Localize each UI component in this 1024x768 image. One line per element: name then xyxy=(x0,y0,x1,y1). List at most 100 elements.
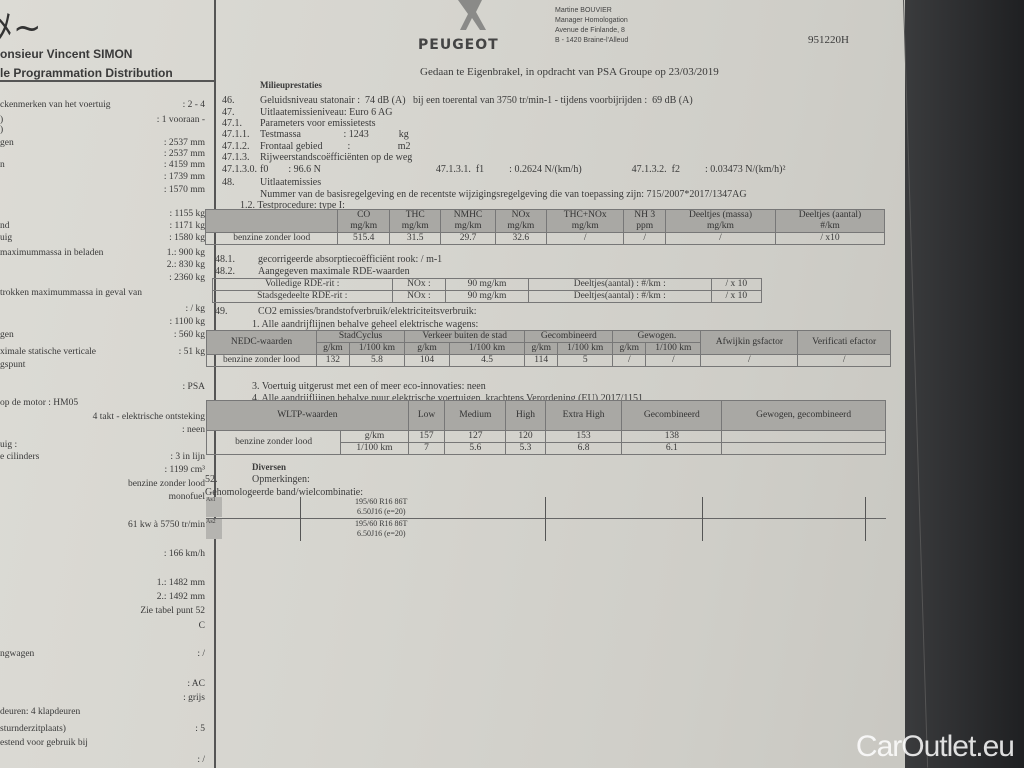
table-cell: 90 mg/km xyxy=(445,278,529,291)
spec-value: : 166 km/h xyxy=(163,549,205,559)
table-cell: Deeltjes(aantal) : #/km : xyxy=(527,278,712,291)
spec-label: ) xyxy=(0,115,4,125)
table-header-row: CO mg/km THC mg/km NMHC mg/km NOx mg/km THC+… xyxy=(204,209,886,233)
clause-text: f0 : 96.6 N 47.1.3.1. f1 : 0.2624 N/(km/… xyxy=(260,164,786,175)
tyre-table-rule xyxy=(206,518,886,519)
table-cell: 5 xyxy=(557,354,614,367)
column-header: Gewogen. xyxy=(612,330,702,343)
spec-row: : 1100 kg xyxy=(0,317,205,329)
column-header: g/km xyxy=(612,342,647,355)
tyre-size: 195/60 R16 86T xyxy=(355,497,408,506)
spec-row: gspunt xyxy=(0,360,205,372)
table-cell: g/km xyxy=(340,430,409,443)
table-row: Volledige RDE-rit : NOx :90 mg/km Deeltjes… xyxy=(212,278,763,291)
spec-value: : PSA xyxy=(182,382,205,392)
spec-row: Zie tabel punt 52 xyxy=(0,606,205,618)
signatory-block: Martine BOUVIER Manager Homologation Ave… xyxy=(555,6,628,46)
spec-label: op de motor : HM05 xyxy=(0,398,79,408)
rim-size: 6.50J16 (e=20) xyxy=(357,507,406,516)
spec-row: gen: 2537 mm xyxy=(0,138,205,150)
spec-row: 4 takt - elektrische ontsteking xyxy=(0,412,205,424)
table-row: Stadsgedeelte RDE-rit : NOx :90 mg/km Deel… xyxy=(212,290,763,303)
clause-number: 49. xyxy=(215,306,228,317)
column-header: Low xyxy=(407,400,446,431)
spec-value: : 1580 kg xyxy=(169,233,205,243)
column-header: CO mg/km xyxy=(337,209,390,233)
spec-value: Zie tabel punt 52 xyxy=(140,606,205,616)
spec-label: nd xyxy=(0,221,10,231)
table-cell xyxy=(721,430,886,443)
table-cell xyxy=(721,442,886,455)
column-header: 1/100 km xyxy=(448,342,526,355)
spec-value: benzine zonder lood xyxy=(127,479,205,489)
spec-row: : 2360 kg xyxy=(0,273,205,285)
column-header: StadCyclus xyxy=(315,330,406,343)
column-header: THC+NOx mg/km xyxy=(546,209,625,233)
spec-label: ) xyxy=(0,125,4,135)
spec-value: : 2 - 4 xyxy=(182,100,205,110)
rde-table: Volledige RDE-rit : NOx :90 mg/km Deeltjes… xyxy=(212,278,763,303)
clause-number: 47. xyxy=(222,107,235,118)
table-cell: 5.6 xyxy=(444,442,507,455)
document-paper xyxy=(0,0,930,768)
spec-label: deuren: 4 klapdeuren xyxy=(0,707,81,717)
clause-number: 47.1.2. xyxy=(222,141,250,152)
spec-row: deuren: 4 klapdeuren xyxy=(0,707,205,719)
spec-value: 1.: 1482 mm xyxy=(156,578,205,588)
clause-text: Geluidsniveau statonair : 74 dB (A) bij … xyxy=(260,95,693,106)
spec-value: : grijs xyxy=(183,693,205,703)
spec-label: ckenmerken van het voertuig xyxy=(0,100,111,110)
table-cell: / x10 xyxy=(774,232,886,245)
rim-size: 6.50J16 (e=20) xyxy=(357,529,406,538)
emissions-table: CO mg/km THC mg/km NMHC mg/km NOx mg/km THC+… xyxy=(204,209,886,245)
table-cell: / xyxy=(623,232,667,245)
spec-label: uig : xyxy=(0,440,18,450)
clause-text: CO2 emissies/brandstofverbruik/elektrici… xyxy=(258,306,477,317)
spec-row: : PSA xyxy=(0,382,205,394)
clause-text: Rijweerstandscoëfficiënten op de weg xyxy=(260,152,413,163)
clause-number: 48. xyxy=(222,177,235,188)
spec-label: gspunt xyxy=(0,360,26,370)
column-header: NH 3 ppm xyxy=(623,209,667,233)
clause-text: Testmassa : 1243 kg xyxy=(260,129,409,140)
background-surface xyxy=(905,0,1024,768)
table-cell: 6.8 xyxy=(544,442,623,455)
spec-label: ngwagen xyxy=(0,649,35,659)
table-cell: 4.5 xyxy=(448,354,526,367)
spec-value: 2.: 830 kg xyxy=(166,260,205,270)
brand-name: PEUGEOT xyxy=(418,37,499,53)
clause-number: 52. xyxy=(205,474,218,485)
spec-value: : 3 in lijn xyxy=(170,452,205,462)
clause-text: 1. Alle aandrijflijnen behalve geheel el… xyxy=(252,319,479,330)
signatory-name: Martine BOUVIER xyxy=(555,7,612,14)
spec-row: C xyxy=(0,621,205,633)
testprocedure-label: 1.2. Testprocedure: type I: xyxy=(240,200,345,211)
table-cell: 29.7 xyxy=(440,232,496,245)
spec-row: 2.: 1492 mm xyxy=(0,592,205,604)
tyre-table-divider xyxy=(865,497,866,541)
table-cell: benzine zonder lood xyxy=(204,232,339,245)
table-row: benzine zonder lood g/km 157 127 120 153 138 xyxy=(205,430,886,455)
column-header: Verkeer buiten de stad xyxy=(404,330,526,343)
spec-row: : AC xyxy=(0,679,205,691)
spec-row: op de motor : HM05 xyxy=(0,398,205,410)
spec-label: maximummassa in beladen xyxy=(0,248,104,258)
clause-text: Aangegeven maximale RDE-waarden xyxy=(258,266,410,277)
column-header: Deeltjes (aantal) #/km xyxy=(774,209,886,233)
table-cell: 138 xyxy=(621,430,723,443)
column-header: Deeltjes (massa) mg/km xyxy=(665,209,776,233)
table-cell: / xyxy=(665,232,776,245)
spec-row: 1.: 1482 mm xyxy=(0,578,205,590)
clause-text: Parameters voor emissietests xyxy=(260,118,376,129)
table-header-row: g/km 1/100 km g/km 1/100 km g/km 1/100 km g/km… xyxy=(207,342,891,355)
spec-value: : 2360 kg xyxy=(169,273,205,283)
page-divider xyxy=(214,0,216,768)
spec-value: 1.: 900 kg xyxy=(166,248,205,258)
spec-row: 2.: 830 kg xyxy=(0,260,205,272)
column-header: g/km xyxy=(315,342,350,355)
spec-row: ckenmerken van het voertuig : 2 - 4 xyxy=(0,100,205,112)
clause-number: 47.1.3.0. xyxy=(222,164,257,175)
spec-label: sturnderzitplaats) xyxy=(0,724,66,734)
table-header-row: WLTP-waarden Low Medium High Extra High Gecom… xyxy=(206,400,886,431)
spec-value: monofuel xyxy=(168,492,205,502)
